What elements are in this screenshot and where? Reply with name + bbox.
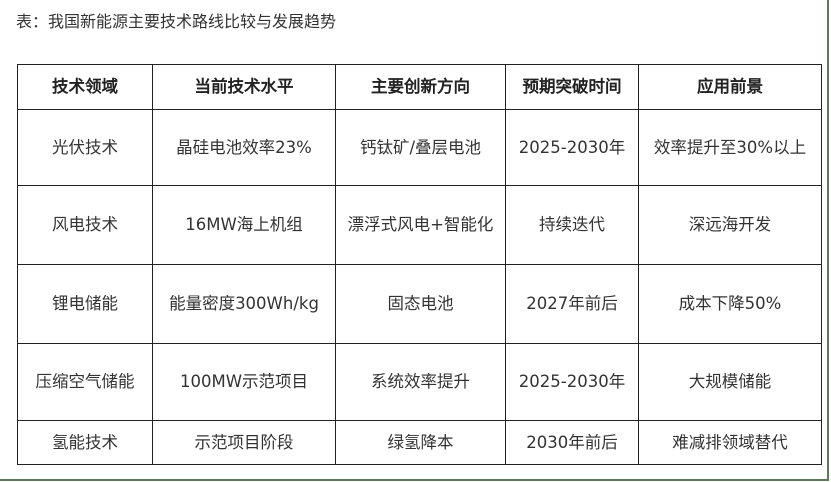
header-cell: 应用前景 [638,64,822,110]
table-cell: 2025-2030年 [505,109,639,186]
table-row: 锂电储能 能量密度300Wh/kg 固态电池 2027年前后 成本下降50% [17,264,822,344]
header-cell: 技术领域 [17,64,153,110]
table-cell: 锂电储能 [17,264,153,344]
table-cell: 大规模储能 [638,343,822,421]
header-cell: 预期突破时间 [505,64,639,110]
table-cell: 2025-2030年 [505,343,639,421]
table-cell: 绿氢降本 [335,420,506,465]
table-cell: 难减排领域替代 [638,420,822,465]
table-cell: 钙钛矿/叠层电池 [335,109,506,186]
table-cell: 深远海开发 [638,185,822,265]
table-header-row: 技术领域 当前技术水平 主要创新方向 预期突破时间 应用前景 [17,64,822,110]
table-cell: 光伏技术 [17,109,153,186]
table-cell: 持续迭代 [505,185,639,265]
table-cell: 成本下降50% [638,264,822,344]
table-row: 氢能技术 示范项目阶段 绿氢降本 2030年前后 难减排领域替代 [17,420,822,465]
table-cell: 风电技术 [17,185,153,265]
header-cell: 主要创新方向 [335,64,506,110]
table-cell: 能量密度300Wh/kg [152,264,336,344]
table-cell: 固态电池 [335,264,506,344]
table-cell: 效率提升至30%以上 [638,109,822,186]
table-cell: 示范项目阶段 [152,420,336,465]
table-caption: 表：我国新能源主要技术路线比较与发展趋势 [16,12,337,31]
header-cell: 当前技术水平 [152,64,336,110]
table-cell: 漂浮式风电+智能化 [335,185,506,265]
table-cell: 系统效率提升 [335,343,506,421]
table-cell: 16MW海上机组 [152,185,336,265]
table-cell: 氢能技术 [17,420,153,465]
table-row: 光伏技术 晶硅电池效率23% 钙钛矿/叠层电池 2025-2030年 效率提升至30%以… [17,109,822,186]
table-cell: 压缩空气储能 [17,343,153,421]
table-row: 压缩空气储能 100MW示范项目 系统效率提升 2025-2030年 大规模储能 [17,343,822,421]
table-cell: 100MW示范项目 [152,343,336,421]
comparison-table: 技术领域 当前技术水平 主要创新方向 预期突破时间 应用前景 光伏技术 晶硅电池效… [17,64,822,465]
table-cell: 晶硅电池效率23% [152,109,336,186]
table-cell: 2030年前后 [505,420,639,465]
table-row: 风电技术 16MW海上机组 漂浮式风电+智能化 持续迭代 深远海开发 [17,185,822,265]
table-cell: 2027年前后 [505,264,639,344]
